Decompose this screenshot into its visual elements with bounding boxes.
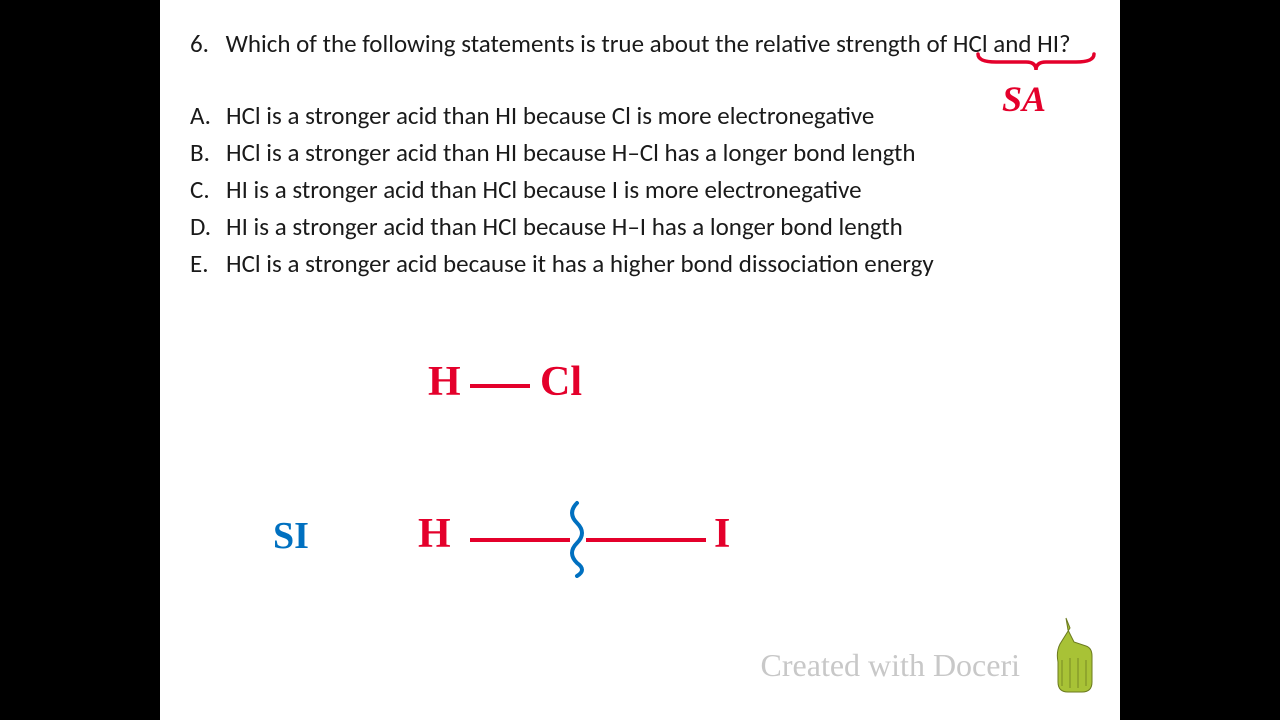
doceri-watermark: Created with Doceri — [761, 647, 1020, 684]
hi-bond-line-left — [470, 538, 570, 542]
option-text: HCl is a stronger acid than HI because H… — [226, 134, 916, 171]
hi-i-atom: I — [714, 510, 730, 558]
option-letter: C. — [190, 171, 226, 208]
option-text: HCl is a stronger acid than HI because C… — [226, 97, 874, 134]
option-letter: E. — [190, 245, 226, 282]
option-a: A. HCl is a stronger acid than HI becaus… — [190, 97, 1090, 134]
sa-bracket-annotation — [976, 52, 1096, 72]
option-letter: B. — [190, 134, 226, 171]
hcl-cl-atom: Cl — [540, 358, 582, 406]
option-b: B. HCl is a stronger acid than HI becaus… — [190, 134, 1090, 171]
hcl-bond-line — [470, 384, 530, 388]
question-number: 6. — [190, 28, 220, 59]
question-text: 6. Which of the following statements is … — [190, 28, 1090, 59]
option-e: E. HCl is a stronger acid because it has… — [190, 245, 1090, 282]
option-text: HCl is a stronger acid because it has a … — [226, 245, 934, 282]
sa-annotation: SA — [1002, 78, 1046, 120]
hi-h-atom: H — [418, 510, 451, 558]
options-list: A. HCl is a stronger acid than HI becaus… — [190, 97, 1090, 282]
document-page: 6. Which of the following statements is … — [160, 0, 1120, 720]
hi-bond-line-right — [586, 538, 706, 542]
option-d: D. HI is a stronger acid than HCl becaus… — [190, 208, 1090, 245]
si-annotation: SI — [273, 514, 309, 558]
hcl-h-atom: H — [428, 358, 461, 406]
option-letter: D. — [190, 208, 226, 245]
question-body: Which of the following statements is tru… — [226, 28, 1071, 59]
doceri-hand-icon — [1030, 610, 1102, 700]
option-text: HI is a stronger acid than HCl because H… — [226, 208, 903, 245]
option-letter: A. — [190, 97, 226, 134]
option-text: HI is a stronger acid than HCl because I… — [226, 171, 862, 208]
option-c: C. HI is a stronger acid than HCl becaus… — [190, 171, 1090, 208]
